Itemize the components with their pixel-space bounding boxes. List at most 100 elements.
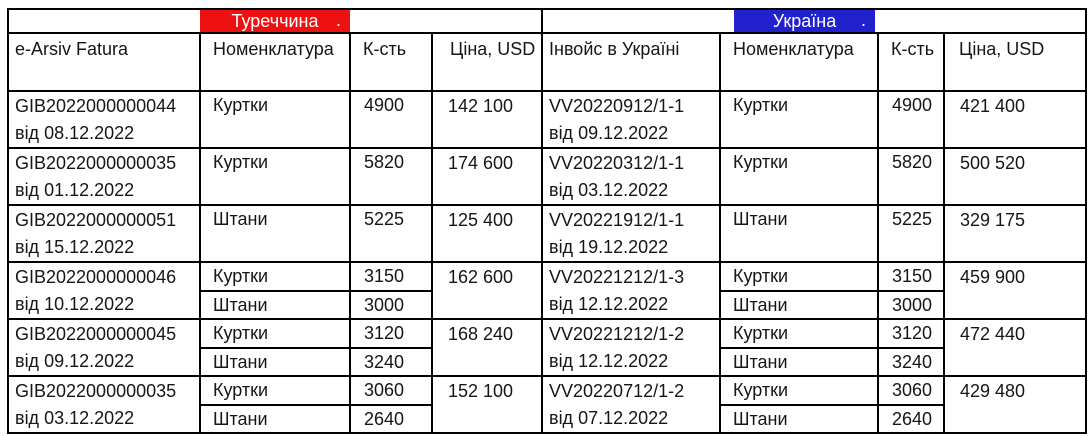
ukraine-qty-cell: 2640 [877,403,945,434]
invoice-comparison-table: Туреччина . Україна . e-Arsiv Fatura Ном… [7,8,1087,434]
ukraine-qty-cell: 3060 [877,375,945,406]
turkey-banner-dot: . [335,10,341,30]
ukraine-invoice-cell: VV20220912/1-1 від 09.12.2022 [541,90,721,149]
ukraine-price-cell: 429 480 [943,375,1087,434]
turkey-invoice-cell: GIB2022000000046 від 10.12.2022 [7,261,201,320]
ukraine-price-cell: 329 175 [943,204,1087,263]
turkey-invoice-cell: GIB2022000000045 від 09.12.2022 [7,318,201,377]
ukraine-invoice-cell: VV20220712/1-2 від 07.12.2022 [541,375,721,434]
turkey-qty-cell: 3150 [349,261,433,292]
ukraine-nomenclature-cell: Куртки [719,90,879,149]
ukraine-nomenclature-cell: Куртки [719,318,879,349]
turkey-qty-cell: 5820 [349,147,433,206]
ukraine-invoice-number: VV20221212/1-3 [549,267,685,287]
ukraine-nomenclature-cell: Куртки [719,261,879,292]
ukraine-invoice-number: VV20221912/1-1 [549,210,685,230]
header-ukraine-price: Ціна, USD [943,32,1087,92]
table-row: GIB2022000000035 від 01.12.2022 Куртки 5820… [7,147,1087,206]
turkey-qty-cell: 3240 [349,346,433,377]
ukraine-qty-cell: 4900 [877,90,945,149]
ukraine-nomenclature-cell: Куртки [719,375,879,406]
ukraine-invoice-date: від 07.12.2022 [549,408,669,428]
banner-spacer [8,9,200,33]
ukraine-invoice-date: від 12.12.2022 [549,351,669,371]
turkey-nomenclature-cell: Штани [199,289,351,320]
turkey-invoice-date: від 10.12.2022 [15,294,135,314]
header-ukraine-invoice: Інвойс в Україні [541,32,721,92]
turkey-nomenclature-cell: Штани [199,403,351,434]
turkey-qty-cell: 3120 [349,318,433,349]
turkey-qty-cell: 3000 [349,289,433,320]
ukraine-qty-cell: 3150 [877,261,945,292]
ukraine-banner-label: Україна [772,11,837,31]
ukraine-invoice-number: VV20221212/1-2 [549,324,685,344]
header-turkey-qty: К-сть [349,32,433,92]
header-ukraine-nomenclature: Номенклатура [719,32,879,92]
table-row: GIB2022000000044 від 08.12.2022 Куртки 4900… [7,90,1087,149]
ukraine-invoice-cell: VV20221912/1-1 від 19.12.2022 [541,204,721,263]
ukraine-nomenclature-cell: Штани [719,346,879,377]
ukraine-invoice-number: VV20220912/1-1 [549,96,685,116]
turkey-invoice-date: від 09.12.2022 [15,351,135,371]
turkey-nomenclature-cell: Штани [199,204,351,263]
ukraine-invoice-number: VV20220712/1-2 [549,381,685,401]
ukraine-qty-cell: 3240 [877,346,945,377]
table-row: GIB2022000000051 від 15.12.2022 Штани 5225 1… [7,204,1087,263]
ukraine-qty-cell: 3120 [877,318,945,349]
header-turkey-nomenclature: Номенклатура [199,32,351,92]
turkey-invoice-number: GIB2022000000051 [15,210,177,230]
turkey-qty-cell: 5225 [349,204,433,263]
ukraine-invoice-number: VV20220312/1-1 [549,153,685,173]
banner-spacer [878,9,1086,33]
turkey-qty-cell: 4900 [349,90,433,149]
turkey-price-cell: 162 600 [431,261,543,320]
banner-spacer [541,9,720,33]
ukraine-nomenclature-cell: Штани [719,403,879,434]
table-row: Штани 3240 Штани 3240 [8,346,1086,377]
ukraine-invoice-cell: VV20221212/1-3 від 12.12.2022 [541,261,721,320]
table-row: GIB2022000000035 від 03.12.2022 Куртки 3060… [7,375,1087,434]
turkey-invoice-cell: GIB2022000000044 від 08.12.2022 [7,90,201,149]
ukraine-invoice-cell: VV20221212/1-2 від 12.12.2022 [541,318,721,377]
ukraine-price-cell: 421 400 [943,90,1087,149]
turkey-invoice-number: GIB2022000000035 [15,153,177,173]
turkey-invoice-cell: GIB2022000000051 від 15.12.2022 [7,204,201,263]
header-turkey-price: Ціна, USD [431,32,543,92]
ukraine-price-cell: 500 520 [943,147,1087,206]
table-row: Штани 3000 Штани 3000 [8,289,1086,320]
banner-row: Туреччина . Україна . [8,9,1086,33]
turkey-nomenclature-cell: Куртки [199,147,351,206]
ukraine-qty-cell: 5225 [877,204,945,263]
turkey-price-cell: 152 100 [431,375,543,434]
turkey-banner: Туреччина . [200,10,350,32]
turkey-qty-cell: 2640 [349,403,433,434]
ukraine-invoice-date: від 12.12.2022 [549,294,669,314]
turkey-price-cell: 125 400 [431,204,543,263]
table-row: GIB2022000000045 від 09.12.2022 Куртки 3120… [7,318,1087,377]
table-row: GIB2022000000046 від 10.12.2022 Куртки 3150… [7,261,1087,320]
turkey-invoice-number: GIB2022000000035 [15,381,177,401]
turkey-nomenclature-cell: Куртки [199,261,351,292]
turkey-invoice-number: GIB2022000000046 [15,267,177,287]
turkey-price-cell: 168 240 [431,318,543,377]
ukraine-banner-cell: Україна . [720,9,878,33]
turkey-price-cell: 142 100 [431,90,543,149]
ukraine-invoice-cell: VV20220312/1-1 від 03.12.2022 [541,147,721,206]
turkey-banner-label: Туреччина [231,11,319,31]
turkey-invoice-date: від 08.12.2022 [15,123,135,143]
column-header-row: e-Arsiv Fatura Номенклатура К-сть Ціна, … [7,32,1087,92]
header-turkey-invoice: e-Arsiv Fatura [7,32,201,92]
ukraine-nomenclature-cell: Штани [719,289,879,320]
turkey-qty-cell: 3060 [349,375,433,406]
turkey-invoice-date: від 03.12.2022 [15,408,135,428]
ukraine-price-cell: 472 440 [943,318,1087,377]
ukraine-nomenclature-cell: Штани [719,204,879,263]
turkey-invoice-date: від 01.12.2022 [15,180,135,200]
ukraine-price-cell: 459 900 [943,261,1087,320]
ukraine-qty-cell: 3000 [877,289,945,320]
turkey-invoice-date: від 15.12.2022 [15,237,135,257]
ukraine-banner: Україна . [734,10,875,32]
turkey-nomenclature-cell: Штани [199,346,351,377]
ukraine-invoice-date: від 09.12.2022 [549,123,669,143]
header-ukraine-qty: К-сть [877,32,945,92]
